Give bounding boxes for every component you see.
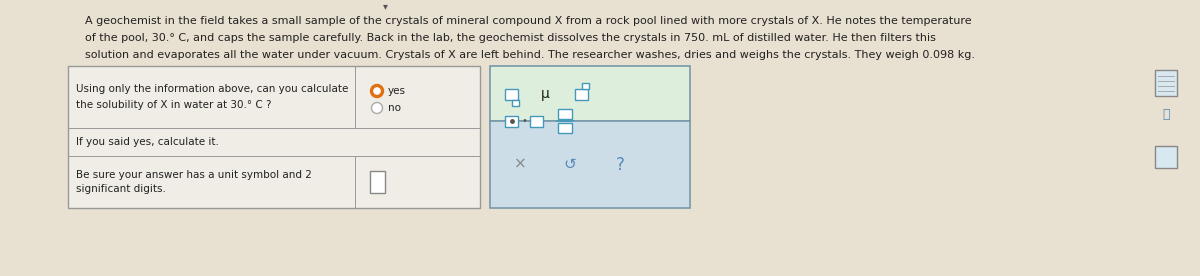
Text: yes: yes: [388, 86, 406, 96]
Bar: [370, 171, 385, 193]
Bar: [582, 83, 589, 89]
Text: ?: ?: [616, 155, 624, 174]
Bar: [575, 89, 588, 100]
Bar: [505, 115, 518, 126]
Circle shape: [374, 88, 380, 94]
Text: Using only the information above, can you calculate: Using only the information above, can yo…: [76, 84, 348, 94]
Bar: [1154, 146, 1177, 168]
Text: ↺: ↺: [564, 157, 576, 172]
Bar: [505, 89, 518, 100]
Bar: [530, 115, 542, 126]
Text: •: •: [521, 116, 527, 126]
Text: 👍: 👍: [1163, 108, 1170, 121]
Text: Be sure your answer has a unit symbol and 2: Be sure your answer has a unit symbol an…: [76, 170, 312, 180]
Text: no: no: [388, 103, 401, 113]
Text: ×: ×: [514, 157, 527, 172]
Text: If you said yes, calculate it.: If you said yes, calculate it.: [76, 137, 218, 147]
Text: the solubility of Χ in water at 30.° C ?: the solubility of Χ in water at 30.° C ?: [76, 100, 271, 110]
Bar: [1154, 70, 1177, 96]
Text: μ: μ: [541, 87, 550, 101]
Text: significant digits.: significant digits.: [76, 184, 166, 194]
Bar: [68, 66, 480, 208]
Bar: [558, 109, 572, 119]
Circle shape: [371, 84, 384, 97]
Text: ⬇: ⬇: [1162, 152, 1170, 162]
Bar: [558, 123, 572, 133]
Text: solution and evaporates all the water under vacuum. Crystals of Χ are left behin: solution and evaporates all the water un…: [85, 50, 974, 60]
Bar: [490, 66, 690, 121]
Bar: [490, 121, 690, 208]
Bar: [512, 100, 520, 105]
Circle shape: [372, 102, 383, 113]
Text: ▾: ▾: [383, 1, 388, 11]
Text: A geochemist in the field takes a small sample of the crystals of mineral compou: A geochemist in the field takes a small …: [85, 16, 972, 26]
Text: of the pool, 30.° C, and caps the sample carefully. Back in the lab, the geochem: of the pool, 30.° C, and caps the sample…: [85, 33, 936, 43]
